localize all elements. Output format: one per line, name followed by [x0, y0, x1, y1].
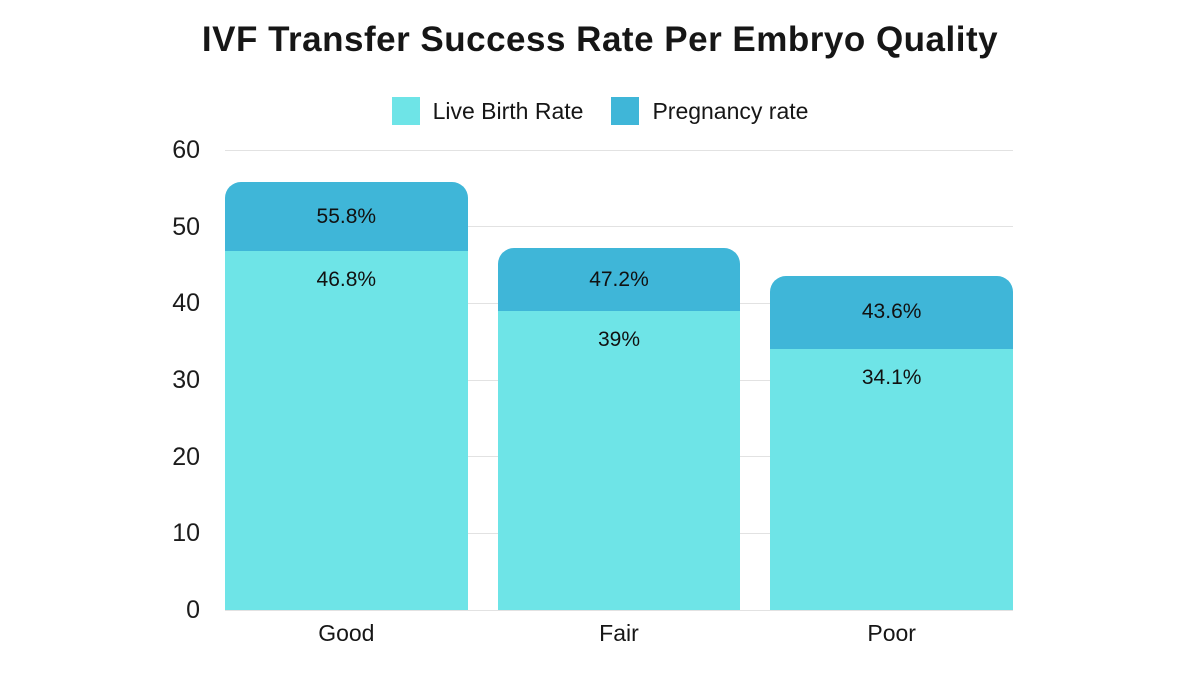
bar-poor-live-birth-rate — [770, 348, 1013, 610]
x-tick-label-poor: Poor — [867, 620, 916, 646]
chart-title: IVF Transfer Success Rate Per Embryo Qua… — [201, 20, 999, 59]
value-label-poor-pregnancy-rate: 43.6% — [861, 300, 922, 324]
y-tick-label-20: 20 — [172, 442, 200, 471]
bar-good-live-birth-rate — [225, 251, 468, 610]
plot-area: 55.8% 46.8% 47.2% 39% 43.6% 34.1% — [225, 149, 1013, 611]
value-label-fair-live-birth-rate: 39% — [597, 328, 640, 351]
value-label-fair-pregnancy-rate: 47.2% — [589, 267, 649, 291]
value-label-good-pregnancy-rate: 55.8% — [316, 204, 377, 228]
legend-label-pregnancy-rate: Pregnancy rate — [652, 97, 809, 124]
legend-swatch-pregnancy-rate — [611, 97, 640, 125]
y-tick-label-0: 0 — [186, 596, 200, 624]
x-tick-label-fair: Fair — [599, 620, 639, 646]
value-label-good-live-birth-rate: 46.8% — [316, 268, 377, 292]
x-tick-label-good: Good — [318, 620, 375, 646]
y-tick-label-10: 10 — [172, 519, 200, 548]
y-tick-label-40: 40 — [172, 289, 200, 318]
y-tick-label-50: 50 — [172, 212, 200, 241]
chart-legend: Live Birth Rate Pregnancy rate — [0, 97, 1200, 125]
bar-group-good: 55.8% 46.8% — [225, 150, 468, 610]
legend-label-live-birth-rate: Live Birth Rate — [432, 97, 584, 124]
bar-fair-live-birth-rate — [497, 311, 741, 610]
bar-group-fair: 47.2% 39% — [497, 150, 741, 610]
value-label-poor-live-birth-rate: 34.1% — [861, 365, 922, 389]
legend-item-pregnancy-rate: Pregnancy rate — [611, 97, 808, 125]
y-tick-label-60: 60 — [172, 136, 200, 164]
gridline-y-50 — [225, 226, 1013, 228]
bar-group-poor: 43.6% 34.1% — [770, 150, 1013, 610]
gridline-y-0 — [225, 609, 1013, 611]
legend-item-live-birth-rate: Live Birth Rate — [391, 97, 584, 125]
legend-swatch-live-birth-rate — [391, 97, 420, 125]
gridline-y-60 — [225, 149, 1013, 151]
y-tick-label-30: 30 — [172, 366, 200, 394]
